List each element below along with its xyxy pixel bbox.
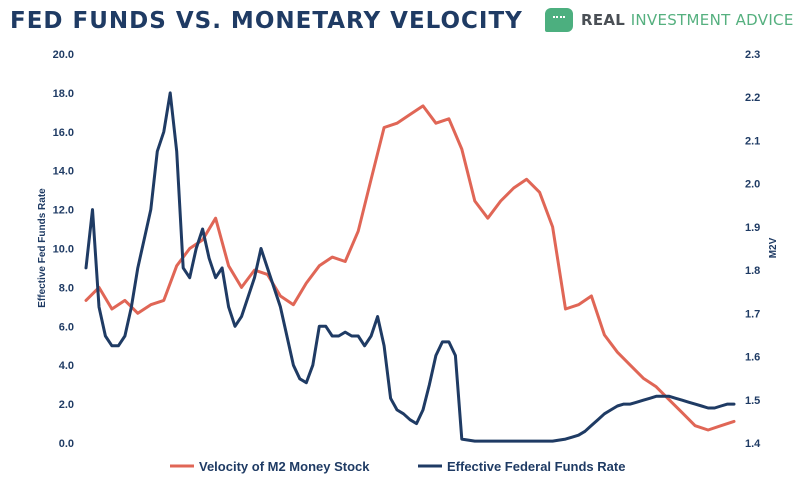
legend-label-fedfunds: Effective Federal Funds Rate bbox=[447, 459, 625, 474]
brand-accent-text: INVESTMENT ADVICE bbox=[630, 11, 794, 29]
left-tick-label: 16.0 bbox=[53, 127, 74, 139]
chart-title: FED FUNDS VS. MONETARY VELOCITY bbox=[10, 8, 523, 34]
chat-bubble-icon bbox=[545, 8, 573, 32]
series-line-fedfunds bbox=[84, 91, 736, 443]
left-tick-label: 12.0 bbox=[53, 205, 74, 217]
left-axis: 0.0 2.0 4.0 6.0 8.0 10.0 12.0 14.0 16.0 18.0 20.0 bbox=[53, 49, 74, 450]
right-tick-label: 1.8 bbox=[745, 265, 760, 277]
right-tick-label: 2.1 bbox=[745, 135, 760, 147]
left-tick-label: 20.0 bbox=[53, 49, 74, 61]
right-tick-label: 1.5 bbox=[745, 395, 760, 407]
left-tick-label: 4.0 bbox=[59, 360, 74, 372]
left-tick-label: 14.0 bbox=[53, 166, 74, 178]
left-tick-label: 8.0 bbox=[59, 282, 74, 294]
right-tick-label: 1.4 bbox=[745, 438, 761, 450]
right-axis: 1.4 1.5 1.6 1.7 1.8 1.9 2.0 2.1 2.2 2.3 bbox=[745, 49, 761, 450]
left-tick-label: 6.0 bbox=[59, 321, 74, 333]
left-axis-title: Effective Fed Funds Rate bbox=[37, 188, 48, 308]
right-tick-label: 1.9 bbox=[745, 222, 760, 234]
right-axis-title: M2V bbox=[768, 237, 779, 258]
brand-main-text: REAL bbox=[581, 11, 631, 29]
right-tick-label: 1.6 bbox=[745, 352, 760, 364]
left-tick-label: 18.0 bbox=[53, 88, 74, 100]
brand-name: REAL INVESTMENT ADVICE bbox=[581, 11, 794, 29]
legend: Velocity of M2 Money Stock Effective Fed… bbox=[170, 459, 625, 474]
left-tick-label: 2.0 bbox=[59, 399, 74, 411]
left-tick-label: 0.0 bbox=[59, 438, 74, 450]
series-layer bbox=[84, 91, 736, 443]
series-line-velocity bbox=[84, 104, 736, 432]
right-tick-label: 2.2 bbox=[745, 92, 760, 104]
right-tick-label: 2.3 bbox=[745, 49, 760, 61]
right-tick-label: 1.7 bbox=[745, 308, 760, 320]
legend-label-velocity: Velocity of M2 Money Stock bbox=[199, 459, 370, 474]
right-tick-label: 2.0 bbox=[745, 179, 760, 191]
brand-logo: REAL INVESTMENT ADVICE bbox=[545, 8, 793, 34]
left-tick-label: 10.0 bbox=[53, 244, 74, 256]
